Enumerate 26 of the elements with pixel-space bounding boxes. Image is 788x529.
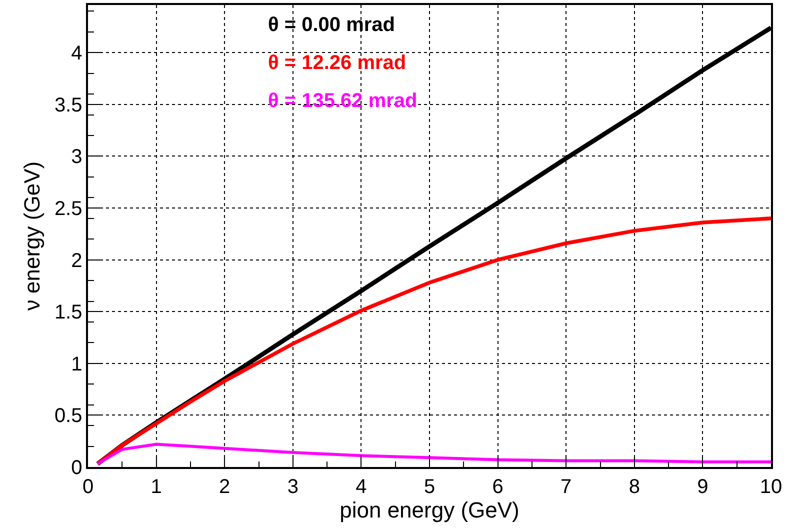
y-tick-label: 4 [71,42,82,65]
y-tick-label: 3.5 [54,94,82,116]
x-tick-label: 6 [492,476,504,498]
x-tick-label: 1 [150,476,162,498]
line-series [96,442,771,466]
text: θ = 0.00 mrad [268,14,395,36]
x-tick-label: 2 [219,476,230,498]
text: θ = 12.26 mrad [268,52,406,74]
y-tick-label: 0.5 [54,405,82,428]
y-tick-label: 2 [71,250,82,272]
x-tick-label: 9 [697,476,708,498]
x-tick-label: 8 [628,476,640,498]
y-tick-label: 0 [71,457,82,479]
y-tick-label: 2.5 [54,198,82,220]
x-tick-label: 10 [760,476,782,498]
x-tick-label: 7 [560,476,572,498]
y-tick-label: 1.5 [54,302,82,324]
x-tick-label: 5 [424,476,436,498]
y-tick-label: 3 [71,146,82,168]
y-axis-title: ν energy (GeV) [20,161,45,311]
line-series [96,216,771,466]
x-tick-label: 3 [287,476,298,498]
x-axis-title: pion energy (GeV) [340,498,520,523]
x-tick-label: 4 [356,476,367,498]
y-tick-label: 1 [71,353,82,376]
text: θ = 135.62 mrad [268,90,418,112]
